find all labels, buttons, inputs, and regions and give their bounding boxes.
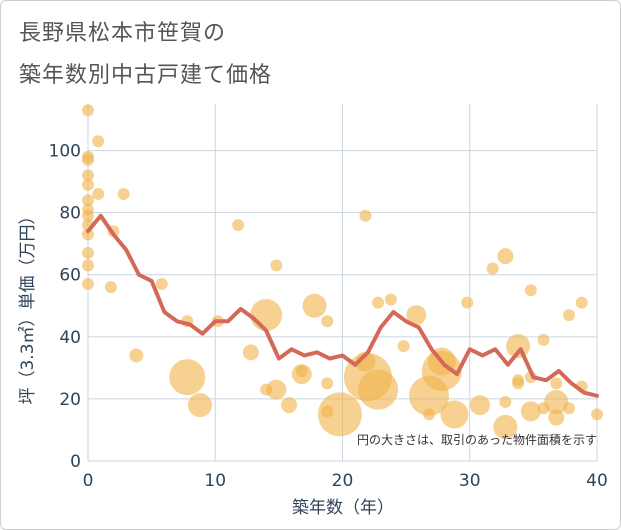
- bubble-point: [406, 305, 427, 326]
- x-tick-label: 0: [83, 471, 94, 491]
- bubble-point: [82, 209, 94, 222]
- y-tick-label: 80: [59, 204, 81, 224]
- bubble-point: [537, 333, 550, 346]
- bubble-point: [82, 169, 94, 182]
- bubble-point: [117, 188, 130, 201]
- bubble-point: [423, 408, 436, 421]
- bubble-point: [563, 402, 576, 415]
- bubble-point: [129, 348, 144, 363]
- chart-title-line-1: 長野県松本市笹賀の: [19, 21, 227, 46]
- y-tick-label: 40: [59, 328, 81, 348]
- bubble-point: [497, 248, 514, 265]
- x-tick-label: 30: [459, 471, 481, 491]
- bubble-point: [524, 284, 537, 297]
- bubble-point: [266, 379, 287, 400]
- bubble-point: [469, 395, 490, 416]
- bubble-point: [493, 414, 518, 439]
- bubble-point: [92, 188, 105, 201]
- x-tick-label: 40: [586, 471, 608, 491]
- y-axis-label: 坪（3.3㎡）単価（万円）: [18, 207, 38, 404]
- bubble-point: [155, 278, 168, 291]
- bubble-point: [82, 194, 94, 207]
- bubble-point: [232, 219, 245, 232]
- bubble-point: [563, 309, 576, 322]
- bubble-point: [372, 296, 385, 309]
- bubble-point: [291, 364, 312, 385]
- x-tick-label: 10: [204, 471, 226, 491]
- bubble-point: [321, 377, 334, 390]
- bubble-point: [302, 293, 327, 318]
- bubble-point: [82, 104, 94, 117]
- bubble-point: [359, 209, 372, 222]
- bubble-point: [317, 392, 362, 437]
- bubble-point: [575, 296, 588, 309]
- average-price-line: [86, 213, 599, 398]
- bubble-point: [92, 135, 105, 148]
- y-tick-label: 100: [49, 142, 81, 162]
- bubble-point: [104, 281, 117, 294]
- y-tick-label: 20: [59, 390, 81, 410]
- bubble-point: [250, 299, 283, 332]
- trend-line-layer: [86, 213, 599, 398]
- x-tick-label: 20: [332, 471, 354, 491]
- bubble-point: [270, 259, 283, 272]
- chart-title-line-2: 築年数別中古戸建て価格: [19, 63, 273, 88]
- bubble-point: [512, 377, 525, 390]
- bubble-point: [499, 396, 512, 409]
- bubble-point: [281, 397, 298, 414]
- y-tick-label: 0: [70, 452, 81, 472]
- chart-note: 円の大きさは、取引のあった物件面積を示す: [357, 432, 597, 447]
- bubble-point: [550, 377, 563, 390]
- bubble-point: [486, 262, 499, 275]
- bubble-point: [82, 278, 94, 291]
- bubble-point: [242, 344, 259, 361]
- bubble-point: [440, 400, 469, 429]
- bubble-point: [384, 293, 397, 306]
- bubble-point: [421, 350, 462, 391]
- y-tick-label: 60: [59, 266, 81, 286]
- bubble-point: [520, 401, 541, 422]
- bubble-point: [358, 369, 399, 410]
- bubble-point: [82, 247, 94, 260]
- bubble-point: [461, 296, 474, 309]
- bubble-point: [82, 153, 94, 166]
- bubble-point: [321, 315, 334, 328]
- bubble-point: [82, 178, 94, 191]
- bubble-point: [544, 390, 569, 415]
- bubble-point: [82, 228, 94, 241]
- bubble-point: [397, 340, 410, 353]
- x-axis-label: 築年数（年）: [292, 498, 394, 518]
- bubble-point: [187, 393, 212, 418]
- x-tick-labels: 0 10 20 30 40: [83, 471, 608, 491]
- y-tick-labels: 0 20 40 60 80 100: [49, 142, 81, 472]
- bubble-point: [82, 259, 94, 272]
- bubble-point: [548, 409, 565, 426]
- bubble-point: [591, 408, 603, 421]
- bubble-point: [169, 359, 206, 396]
